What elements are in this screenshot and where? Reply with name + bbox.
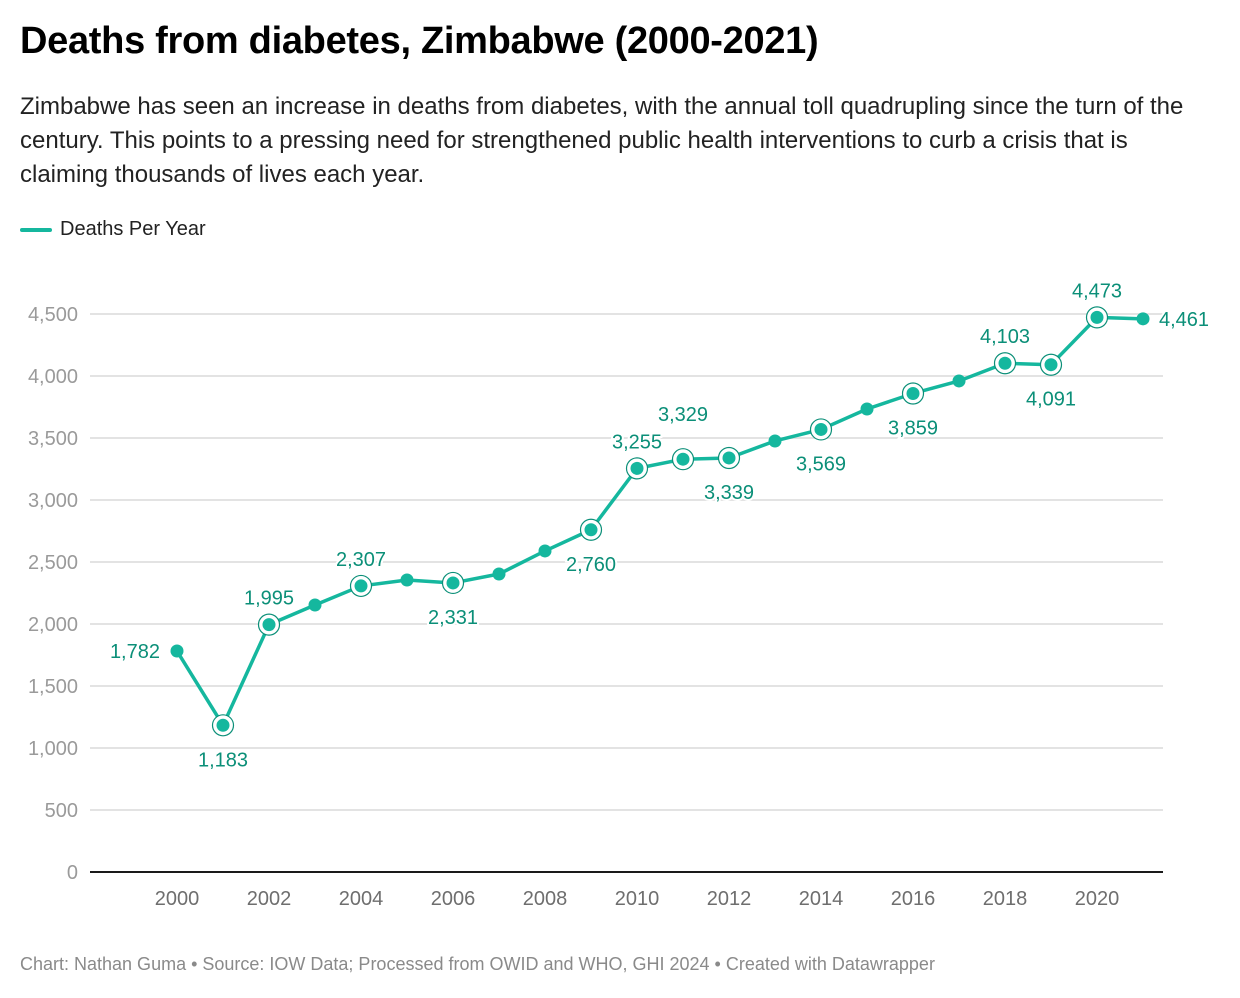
line-chart: 0 500 1,000 1,500 2,000 2,500 3,000 3,500 4,000 4… — [28, 278, 1211, 910]
data-points — [170, 306, 1150, 737]
series-line-layer — [175, 315, 1145, 728]
data-point — [722, 451, 736, 465]
data-label: 3,339 — [704, 482, 754, 504]
y-tick-label: 0 — [67, 862, 78, 884]
y-tick-label: 4,500 — [28, 304, 78, 326]
data-point — [584, 523, 598, 537]
y-tick-label: 4,000 — [28, 366, 78, 388]
grid-lines — [90, 313, 1163, 811]
data-point — [676, 452, 690, 466]
data-point — [400, 573, 414, 587]
data-label: 3,329 — [658, 404, 708, 426]
data-point — [354, 579, 368, 593]
data-point — [768, 434, 782, 448]
data-point — [814, 422, 828, 436]
x-tick-label: 2000 — [155, 888, 200, 910]
data-label: 4,473 — [1072, 280, 1122, 302]
data-point — [1136, 312, 1150, 326]
y-tick-label: 1,500 — [28, 676, 78, 698]
x-tick-label: 2012 — [707, 888, 752, 910]
data-label: 4,103 — [980, 326, 1030, 348]
x-tick-label: 2008 — [523, 888, 568, 910]
x-tick-label: 2010 — [615, 888, 660, 910]
x-tick-label: 2020 — [1075, 888, 1120, 910]
legend-swatch-deaths-per-year — [20, 227, 52, 232]
y-axis-ticks: 0 500 1,000 1,500 2,000 2,500 3,000 3,500 4,000 4… — [28, 304, 78, 884]
data-label: 2,307 — [336, 549, 386, 571]
data-point — [538, 544, 552, 558]
data-label: 3,569 — [796, 453, 846, 475]
chart-subtitle: Zimbabwe has seen an increase in deaths … — [20, 93, 1184, 188]
data-point — [170, 644, 184, 658]
data-label: 3,859 — [888, 417, 938, 439]
x-axis-ticks: 2000 2002 2004 2006 2008 2010 2012 2014 2016 2018… — [155, 888, 1120, 910]
data-point — [630, 461, 644, 475]
x-tick-label: 2002 — [247, 888, 292, 910]
series-line-deaths-per-year — [175, 315, 1145, 728]
x-tick-label: 2014 — [799, 888, 844, 910]
x-tick-label: 2004 — [339, 888, 384, 910]
chart-footer: Chart: Nathan Guma • Source: IOW Data; P… — [20, 954, 935, 974]
y-tick-label: 3,500 — [28, 428, 78, 450]
y-tick-label: 3,000 — [28, 490, 78, 512]
data-point — [262, 618, 276, 632]
x-tick-label: 2016 — [891, 888, 936, 910]
legend-label: Deaths Per Year — [60, 218, 206, 240]
data-label: 4,091 — [1026, 389, 1076, 411]
data-labels: 1,782 1,183 1,995 2,307 2,331 2,760 3,255 3,329… — [108, 278, 1211, 773]
data-point — [492, 567, 506, 581]
y-tick-label: 2,000 — [28, 614, 78, 636]
y-tick-label: 1,000 — [28, 738, 78, 760]
data-point — [1090, 310, 1104, 324]
data-label: 1,995 — [244, 588, 294, 610]
data-point — [446, 576, 460, 590]
data-point — [906, 386, 920, 400]
chart-title: Deaths from diabetes, Zimbabwe (2000-202… — [20, 20, 819, 62]
data-point — [998, 356, 1012, 370]
data-label: 1,183 — [198, 749, 248, 771]
y-tick-label: 2,500 — [28, 552, 78, 574]
data-label: 2,331 — [428, 607, 478, 629]
data-point — [308, 598, 322, 612]
data-point — [860, 402, 874, 416]
x-tick-label: 2006 — [431, 888, 476, 910]
data-label: 3,255 — [612, 431, 662, 453]
data-point — [1044, 358, 1058, 372]
x-tick-label: 2018 — [983, 888, 1028, 910]
data-point — [216, 718, 230, 732]
data-label: 4,461 — [1159, 309, 1209, 331]
data-label: 1,782 — [110, 641, 160, 663]
y-tick-label: 500 — [45, 800, 78, 822]
data-label: 2,760 — [566, 554, 616, 576]
data-point — [952, 374, 966, 388]
legend: Deaths Per Year — [20, 218, 206, 241]
